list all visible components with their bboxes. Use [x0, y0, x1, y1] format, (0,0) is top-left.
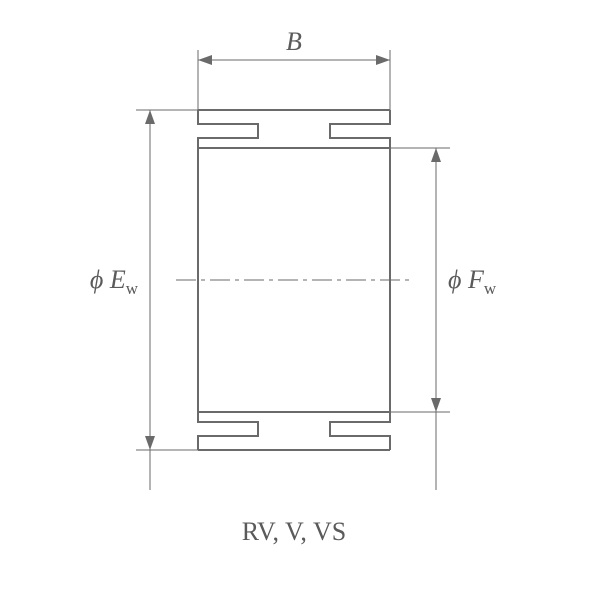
dim-label-Fw: ϕ Fw [448, 265, 497, 298]
dim-label-B: B [286, 27, 302, 56]
bearing-section-diagram: Bϕ Ew ϕ Fw RV, V, VS [0, 0, 600, 600]
dim-label-Ew: ϕ Ew [90, 265, 139, 298]
diagram-caption: RV, V, VS [242, 517, 346, 546]
